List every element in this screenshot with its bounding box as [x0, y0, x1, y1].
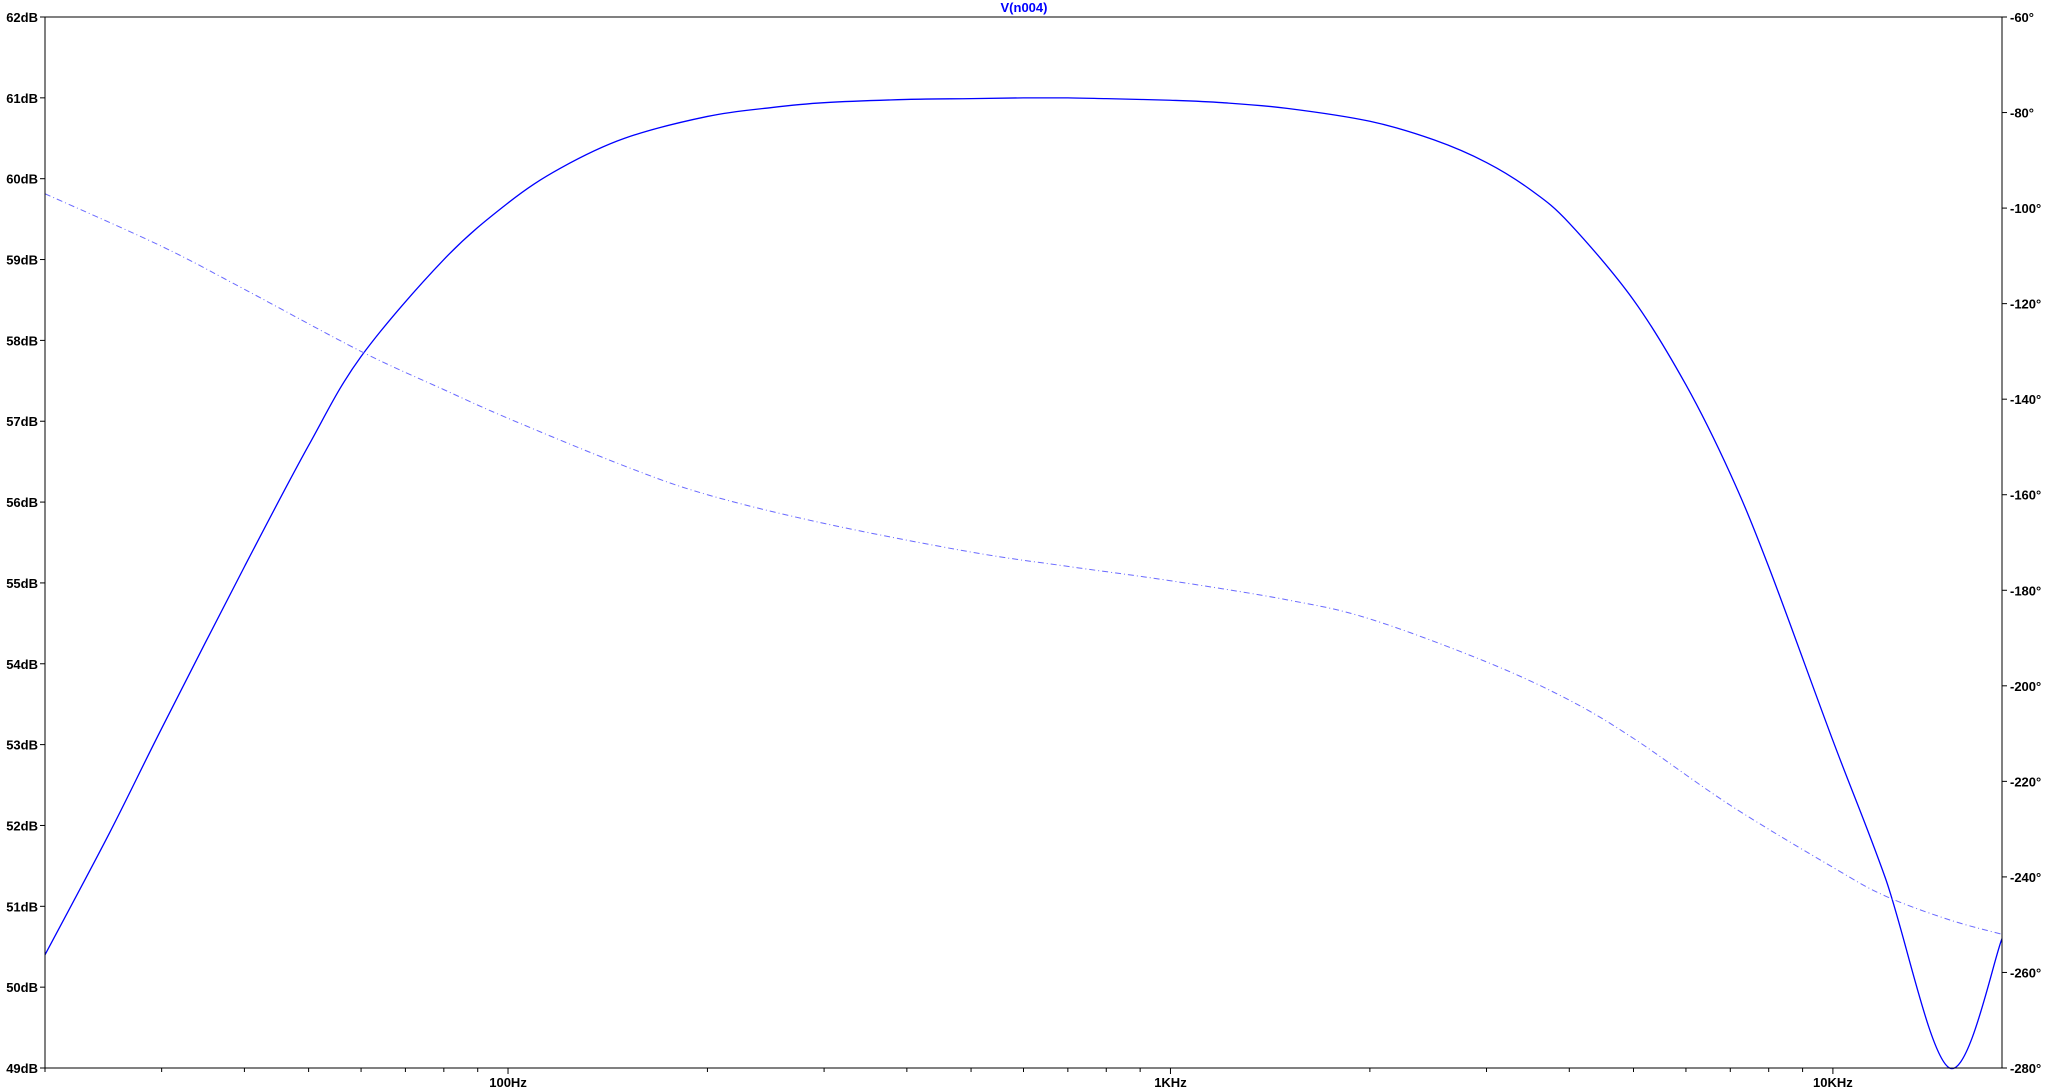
magnitude-series-line [44, 97, 2003, 1069]
left-axis-tick-label: 53dB [6, 738, 38, 753]
right-axis-tick-label: -100° [2010, 201, 2041, 216]
left-axis-tick-label: 51dB [6, 899, 38, 914]
right-axis-tick-label: -60° [2010, 10, 2034, 25]
x-axis-tick-label: 10KHz [1813, 1075, 1853, 1090]
right-axis-tick-label: -140° [2010, 392, 2041, 407]
x-axis-tick-label: 100Hz [489, 1075, 527, 1090]
left-axis-tick-label: 60dB [6, 172, 38, 187]
right-axis-tick-label: -180° [2010, 583, 2041, 598]
left-axis-tick-label: 56dB [6, 495, 38, 510]
left-axis-tick-label: 49dB [6, 1061, 38, 1076]
series-layer [44, 97, 2003, 1069]
axes-layer: 62dB 61dB 60dB 59dB 58dB 57dB 56dB 55dB 54dB 53dB… [6, 10, 2041, 1090]
right-axis-tick-label: -240° [2010, 870, 2041, 885]
right-axis-tick-label: -160° [2010, 488, 2041, 503]
right-axis-tick-label: -200° [2010, 679, 2041, 694]
left-axis-tick-label: 55dB [6, 576, 38, 591]
phase-series-line [44, 193, 2003, 935]
left-axis-tick-label: 54dB [6, 657, 38, 672]
left-axis-tick-label: 58dB [6, 333, 38, 348]
right-axis-tick-label: -80° [2010, 106, 2034, 121]
left-axis-tick-label: 57dB [6, 414, 38, 429]
right-axis-tick-label: -280° [2010, 1061, 2041, 1076]
left-axis-tick-label: 50dB [6, 980, 38, 995]
right-axis-tick-label: -260° [2010, 965, 2041, 980]
right-axis-tick-label: -120° [2010, 297, 2041, 312]
left-axis-tick-label: 61dB [6, 91, 38, 106]
x-axis-tick-label: 1KHz [1154, 1075, 1187, 1090]
left-axis-tick-label: 52dB [6, 818, 38, 833]
left-axis-tick-label: 62dB [6, 10, 38, 25]
left-axis-tick-label: 59dB [6, 253, 38, 268]
chart-title: V(n004) [1001, 0, 1048, 15]
right-axis-tick-label: -220° [2010, 774, 2041, 789]
